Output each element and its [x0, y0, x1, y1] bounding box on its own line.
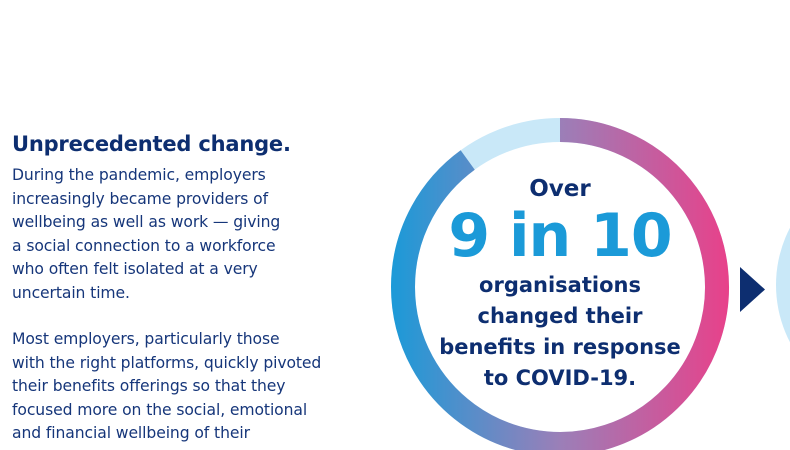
next-stat-circle: [776, 227, 790, 343]
stat-value: 9 in 10: [448, 201, 672, 271]
stat-prefix: Over: [529, 176, 591, 202]
paragraph-2: Most employers, particularly those with …: [12, 330, 322, 442]
ring-progress-arc: [391, 118, 729, 450]
paragraph-1: During the pandemic, employers increasin…: [12, 166, 281, 302]
triangle-right-icon[interactable]: [740, 267, 765, 312]
stat-description: organisations changed their benefits in …: [439, 273, 681, 390]
text-column: Unprecedented change. During the pandemi…: [12, 132, 362, 446]
section-heading: Unprecedented change.: [12, 132, 291, 156]
